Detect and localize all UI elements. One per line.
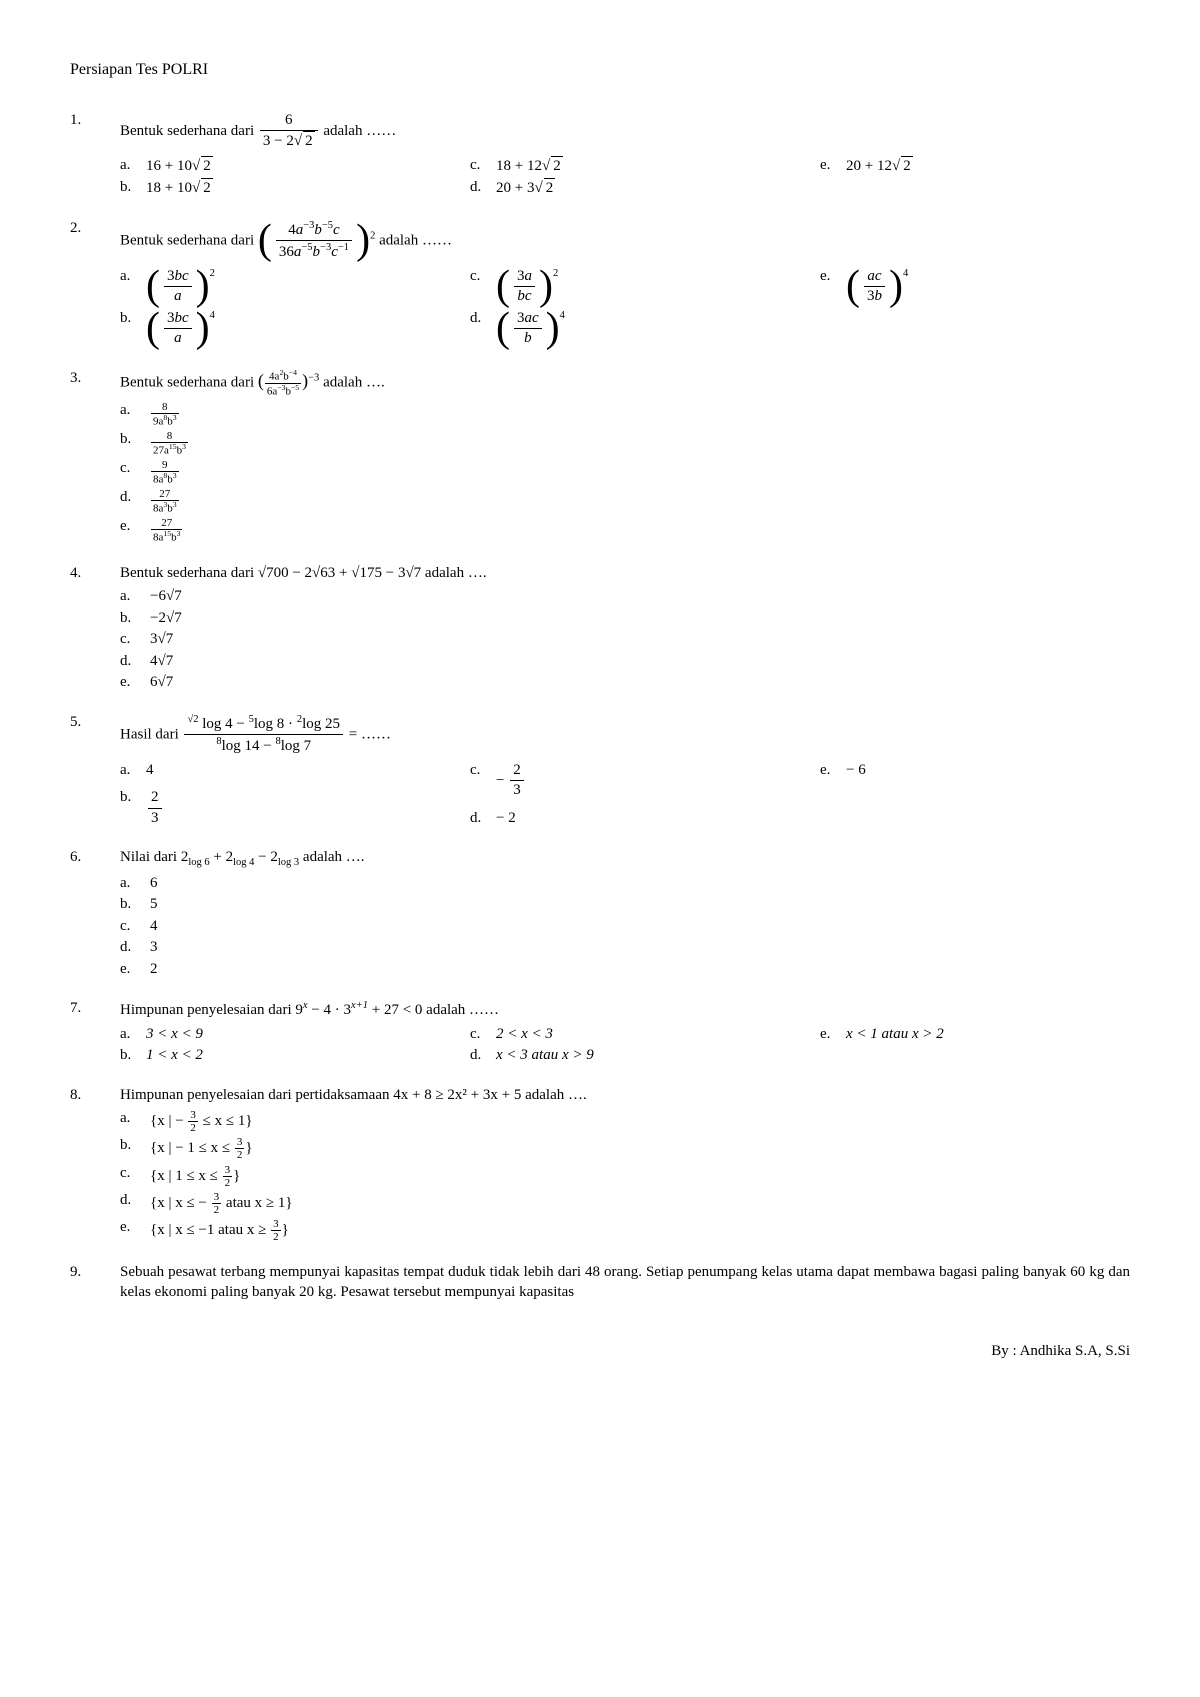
question-4: 4. Bentuk sederhana dari √700 − 2√63 + √… (70, 564, 1130, 695)
question-7: 7. Himpunan penyelesaian dari 9x − 4 · 3… (70, 999, 1130, 1068)
question-stem: Nilai dari 2log 6 + 2log 4 − 2log 3 adal… (120, 848, 1130, 870)
question-3: 3. Bentuk sederhana dari (4a2b−46a−3b−5)… (70, 369, 1130, 546)
question-8: 8. Himpunan penyelesaian dari pertidaksa… (70, 1086, 1130, 1245)
qnum: 7. (70, 999, 120, 1068)
qnum: 9. (70, 1263, 120, 1302)
options: a.6 b.5 c.4 d.3 e.2 (120, 874, 1130, 980)
options: a.3 < x < 9 b.1 < x < 2 c.2 < x < 3 d.x … (120, 1025, 1170, 1068)
question-stem: Sebuah pesawat terbang mempunyai kapasit… (120, 1263, 1130, 1302)
qnum: 2. (70, 219, 120, 351)
options: a.16 + 10√2 b.18 + 10√2 c.18 + 12√2 d.20… (120, 156, 1170, 201)
options: a.−6√7 b.−2√7 c.3√7 d.4√7 e.6√7 (120, 587, 1130, 693)
question-stem: Himpunan penyelesaian dari 9x − 4 · 3x+1… (120, 999, 1170, 1021)
question-stem: Bentuk sederhana dari ( 4a−3b−5c 36a−5b−… (120, 219, 1170, 263)
page-header: Persiapan Tes POLRI (70, 60, 1130, 81)
qnum: 4. (70, 564, 120, 695)
question-stem: Bentuk sederhana dari 6 3 − 2√2 adalah …… (120, 111, 1170, 152)
question-stem: Bentuk sederhana dari √700 − 2√63 + √175… (120, 564, 1130, 584)
options: a.89a8b3 b.827a15b3 c.98a8b3 d.278a3b3 e… (120, 401, 1130, 543)
qnum: 8. (70, 1086, 120, 1245)
qnum: 5. (70, 713, 120, 831)
qnum: 3. (70, 369, 120, 546)
question-5: 5. Hasil dari √2 log 4 − 5log 8 · 2log 2… (70, 713, 1130, 831)
question-2: 2. Bentuk sederhana dari ( 4a−3b−5c 36a−… (70, 219, 1130, 351)
question-stem: Hasil dari √2 log 4 − 5log 8 · 2log 25 8… (120, 713, 1170, 757)
qnum: 6. (70, 848, 120, 981)
question-stem: Himpunan penyelesaian dari pertidaksamaa… (120, 1086, 1130, 1106)
options: a.{x | − 32 ≤ x ≤ 1} b.{x | − 1 ≤ x ≤ 32… (120, 1109, 1130, 1243)
options: a. (3bca)2 b. (3bca)4 c. (3abc)2 d. (3ac… (120, 267, 1170, 351)
qnum: 1. (70, 111, 120, 201)
options: a.4 b.23 c.− 23 d.− 2 e.− 6 (120, 761, 1170, 831)
question-stem: Bentuk sederhana dari (4a2b−46a−3b−5)−3 … (120, 369, 1130, 398)
page-footer: By : Andhika S.A, S.Si (70, 1342, 1130, 1362)
question-9: 9. Sebuah pesawat terbang mempunyai kapa… (70, 1263, 1130, 1302)
question-1: 1. Bentuk sederhana dari 6 3 − 2√2 adala… (70, 111, 1130, 201)
question-6: 6. Nilai dari 2log 6 + 2log 4 − 2log 3 a… (70, 848, 1130, 981)
